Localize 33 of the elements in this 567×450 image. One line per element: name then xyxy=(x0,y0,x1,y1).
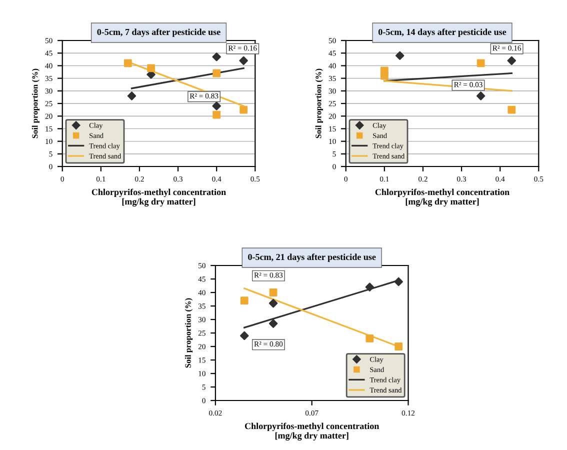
point xyxy=(212,52,221,62)
y-axis-title: Soil proportion (%) xyxy=(184,298,193,368)
point xyxy=(268,298,278,308)
chart-title: 0-5cm, 7 days after pesticide use xyxy=(97,28,220,37)
point xyxy=(365,282,374,292)
point xyxy=(508,106,516,114)
y-axis-title: Soil proportion (%) xyxy=(315,68,323,138)
point xyxy=(212,110,221,119)
point xyxy=(239,56,248,66)
point xyxy=(476,92,486,100)
chart-title: 0-5cm, 14 days after pesticide use xyxy=(378,28,506,37)
chart-title: 0-5cm, 21 days after pesticide use xyxy=(248,254,376,262)
point xyxy=(240,331,249,340)
y-axis-title: Soil proportion (%) xyxy=(32,68,40,138)
point xyxy=(124,59,132,68)
point xyxy=(394,342,403,350)
point xyxy=(240,106,248,114)
point xyxy=(147,64,155,72)
point xyxy=(268,319,278,328)
x-axis-title: Chlorpyrifos-methyl concentration [mg/kg dry matter] xyxy=(375,188,510,207)
point xyxy=(212,69,221,78)
point xyxy=(395,51,404,60)
x-axis-title: Chlorpyrifos-methyl concentration [mg/kg dry matter] xyxy=(92,188,226,207)
point xyxy=(507,56,516,66)
point xyxy=(212,102,221,110)
x-axis-title: Chlorpyrifos-methyl concentration [mg/kg dry matter] xyxy=(244,422,380,441)
point xyxy=(366,334,374,342)
point xyxy=(476,59,485,68)
point xyxy=(240,296,248,305)
point xyxy=(394,277,403,286)
point xyxy=(269,288,278,296)
point xyxy=(380,72,388,80)
point xyxy=(127,92,136,100)
